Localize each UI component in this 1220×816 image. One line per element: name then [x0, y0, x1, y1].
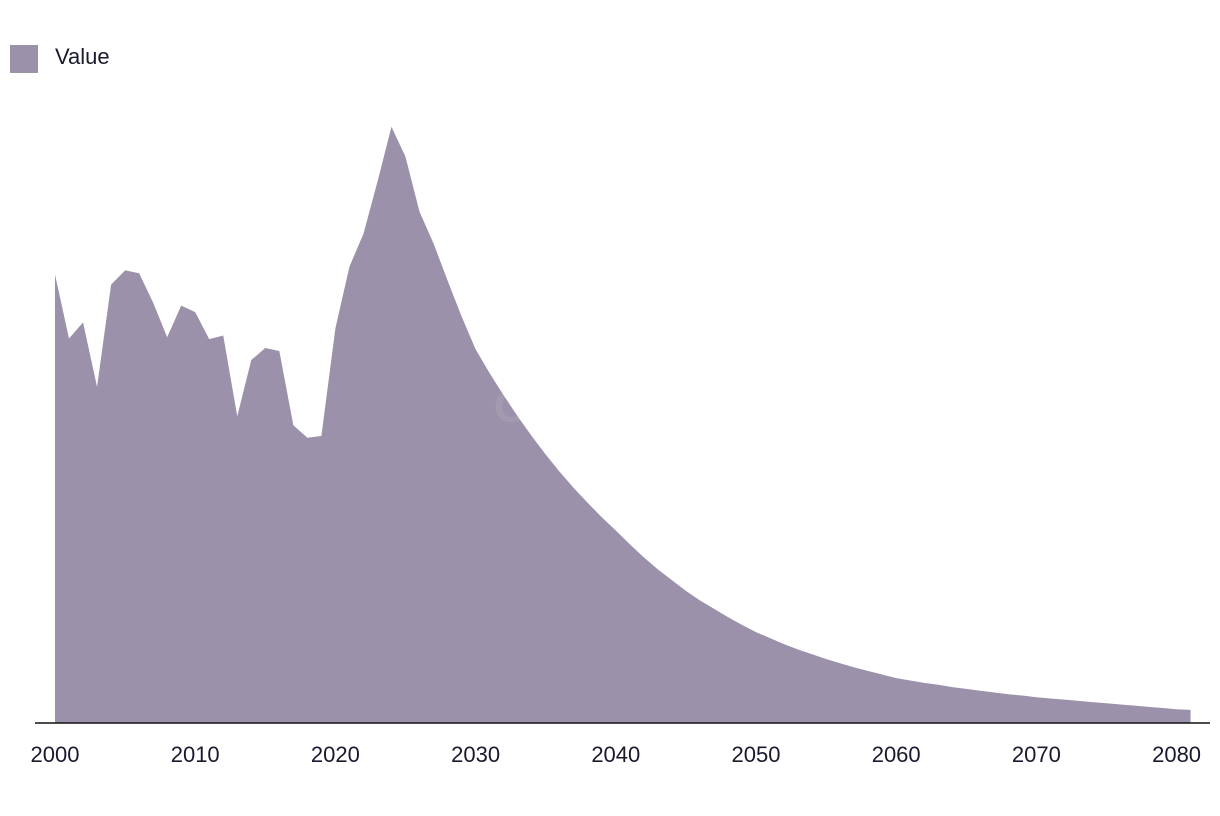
x-tick-label: 2040: [591, 742, 640, 767]
legend-label: Value: [55, 44, 110, 69]
x-tick-label: 2050: [732, 742, 781, 767]
x-tick-label: 2070: [1012, 742, 1061, 767]
legend-swatch: [10, 45, 38, 73]
x-tick-label: 2020: [311, 742, 360, 767]
x-tick-label: 2060: [872, 742, 921, 767]
x-tick-label: 2030: [451, 742, 500, 767]
plot-area: [55, 126, 1191, 723]
area: [55, 126, 1191, 723]
x-tick-label: 2080: [1152, 742, 1201, 767]
watermark: GlobalData: [494, 383, 727, 432]
x-tick-label: 2010: [171, 742, 220, 767]
x-tick-label: 2000: [31, 742, 80, 767]
